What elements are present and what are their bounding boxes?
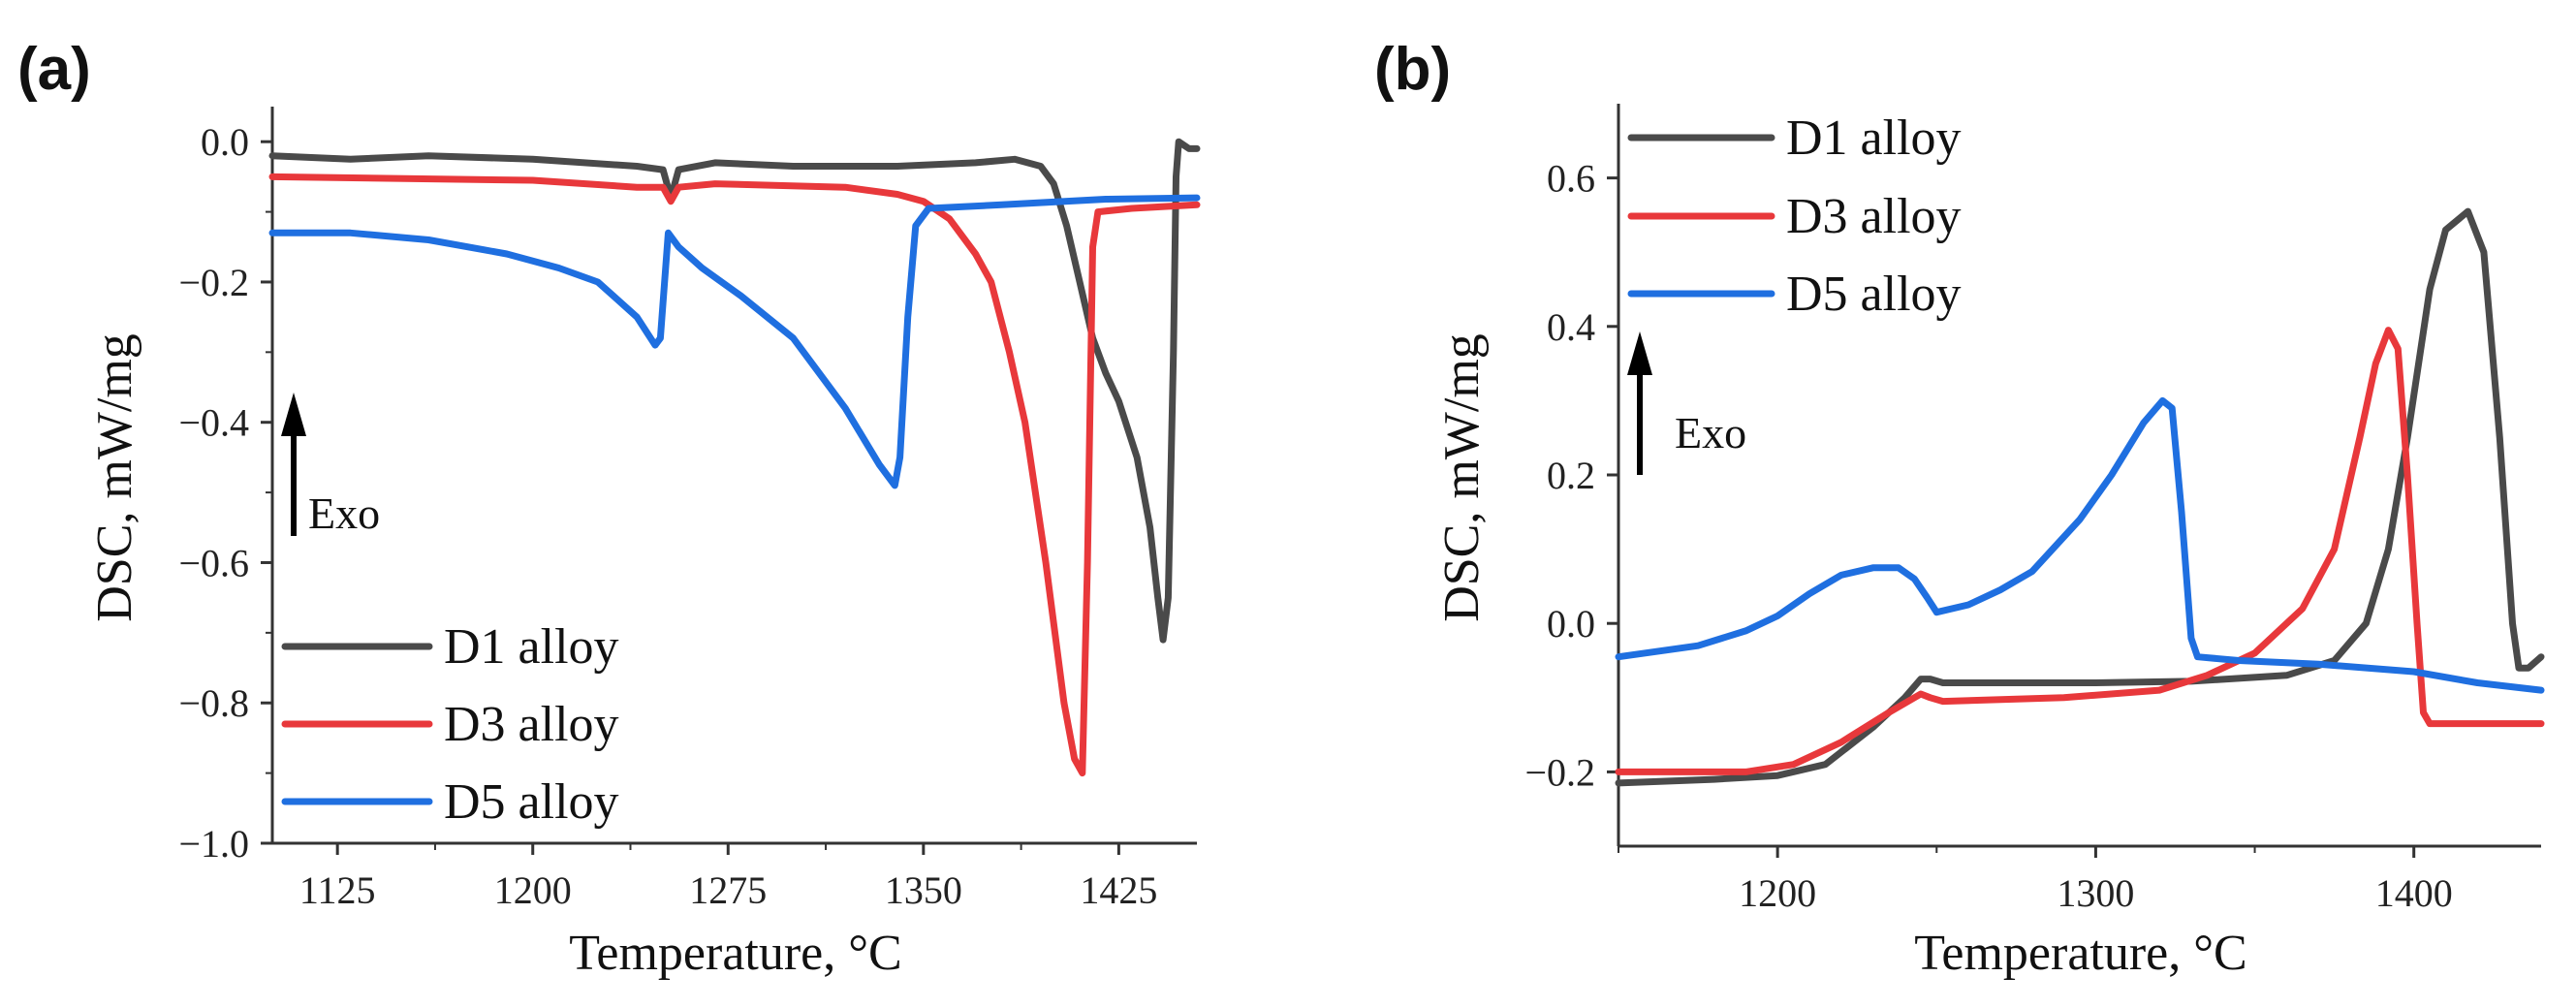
y-tick-label: −0.2 <box>178 261 249 304</box>
y-tick-label: 0.2 <box>1547 454 1595 497</box>
y-tick-label: −0.6 <box>178 541 249 584</box>
panel-label: (b) <box>1374 36 1451 103</box>
exo-annotation: Exo <box>308 488 380 538</box>
chart-panel-b: (b) 1200 1300 1400 0.6 0.4 0.2 0.0 −0.2 Temperatu… <box>1374 36 2545 981</box>
series-line-d3-alloy <box>268 173 1201 777</box>
y-tick-label: −1.0 <box>178 822 249 866</box>
x-axis-title: Temperature, °C <box>569 926 901 981</box>
y-tick-label: 0.0 <box>201 120 249 164</box>
series-line-d1-alloy <box>1615 207 2545 787</box>
y-axis-title: DSC, mW/mg <box>87 333 142 622</box>
y-tick-label: 0.6 <box>1547 157 1595 201</box>
legend-label: D5 alloy <box>1786 267 1962 322</box>
series-line-d5-alloy <box>1615 396 2545 694</box>
x-tick-label: 1350 <box>885 868 962 912</box>
y-tick-label: −0.2 <box>1524 750 1595 794</box>
series-line-d3-alloy <box>1615 327 2545 775</box>
legend-label: D1 alloy <box>444 619 619 675</box>
series-line-d5-alloy <box>268 194 1201 489</box>
chart-panel-a: (a) 1125 1200 1275 1350 1425 0.0 −0.2 −0.4 −0.6 −0… <box>17 36 1201 981</box>
y-tick-label: −0.8 <box>178 681 249 725</box>
x-axis-title: Temperature, °C <box>1914 926 2246 981</box>
legend-label: D3 alloy <box>1786 189 1962 244</box>
panel-label: (a) <box>17 36 91 103</box>
exo-annotation: Exo <box>1675 408 1746 457</box>
x-tick-label: 1125 <box>299 868 376 912</box>
x-tick-label: 1275 <box>689 868 767 912</box>
x-tick-label: 1200 <box>494 868 572 912</box>
legend-label: D5 alloy <box>444 774 619 830</box>
y-tick-label: −0.4 <box>178 401 249 445</box>
legend-label: D1 alloy <box>1786 110 1962 166</box>
x-tick-label: 1400 <box>2375 871 2453 915</box>
y-tick-label: 0.0 <box>1547 602 1595 646</box>
series-line-d1-alloy <box>268 138 1201 644</box>
y-axis-title: DSC, mW/mg <box>1434 333 1490 622</box>
y-tick-label: 0.4 <box>1547 305 1595 349</box>
x-tick-label: 1425 <box>1080 868 1157 912</box>
exo-arrow-icon <box>1627 331 1652 375</box>
x-tick-label: 1300 <box>2057 871 2134 915</box>
legend-label: D3 alloy <box>444 697 619 752</box>
exo-arrow-icon <box>281 393 306 436</box>
x-tick-label: 1200 <box>1739 871 1816 915</box>
